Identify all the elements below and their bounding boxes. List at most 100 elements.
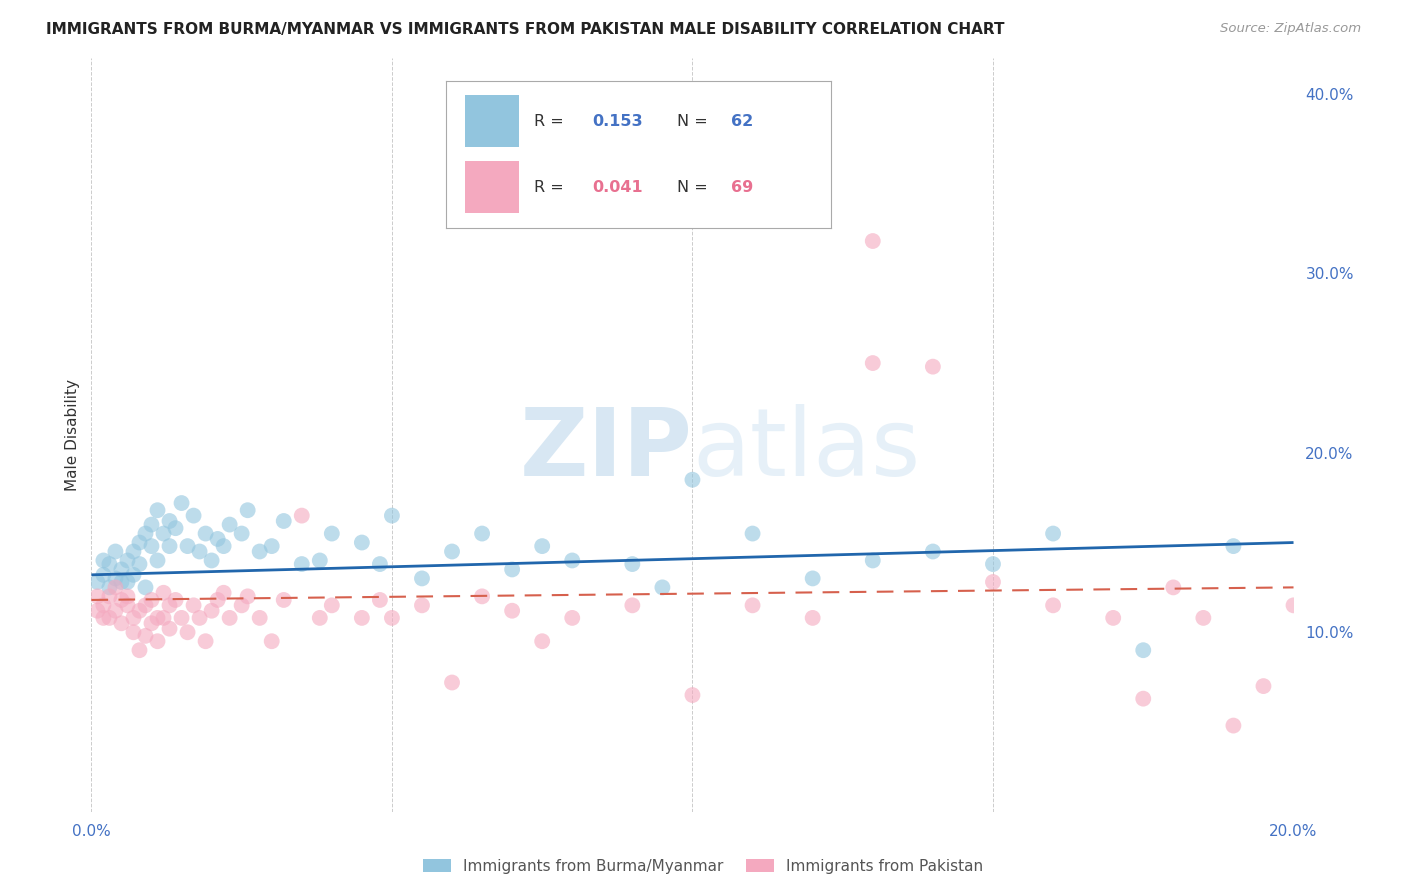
Point bbox=[86, 574, 108, 589]
Text: ZIP: ZIP bbox=[520, 404, 692, 496]
Point bbox=[207, 593, 229, 607]
Point bbox=[207, 532, 229, 546]
Point bbox=[93, 567, 115, 582]
Point bbox=[218, 611, 240, 625]
Point bbox=[981, 574, 1004, 589]
Point bbox=[381, 508, 404, 523]
Point bbox=[260, 634, 283, 648]
Point bbox=[681, 688, 703, 702]
Y-axis label: Male Disability: Male Disability bbox=[65, 379, 80, 491]
Text: atlas: atlas bbox=[692, 404, 921, 496]
Point bbox=[104, 604, 127, 618]
Point bbox=[110, 616, 132, 631]
Legend: Immigrants from Burma/Myanmar, Immigrants from Pakistan: Immigrants from Burma/Myanmar, Immigrant… bbox=[418, 853, 988, 880]
Point bbox=[411, 599, 433, 613]
Point bbox=[146, 634, 169, 648]
Point bbox=[146, 503, 169, 517]
Point bbox=[1042, 526, 1064, 541]
Point bbox=[128, 643, 150, 657]
Point bbox=[176, 625, 198, 640]
Point bbox=[440, 675, 463, 690]
Point bbox=[651, 581, 673, 595]
Point bbox=[862, 234, 884, 248]
Point bbox=[236, 503, 259, 517]
Point bbox=[188, 611, 211, 625]
Point bbox=[128, 557, 150, 571]
Point bbox=[236, 590, 259, 604]
Point bbox=[86, 590, 108, 604]
Point bbox=[134, 629, 156, 643]
Point bbox=[501, 604, 523, 618]
Point bbox=[98, 557, 121, 571]
Point bbox=[122, 544, 145, 558]
Point bbox=[291, 557, 314, 571]
Point bbox=[260, 539, 283, 553]
Point bbox=[141, 539, 163, 553]
Point bbox=[201, 604, 224, 618]
Point bbox=[561, 553, 583, 567]
Point bbox=[531, 634, 554, 648]
Point bbox=[117, 599, 139, 613]
Point bbox=[183, 599, 205, 613]
Point bbox=[1102, 611, 1125, 625]
Point bbox=[981, 557, 1004, 571]
Point bbox=[141, 593, 163, 607]
Point bbox=[273, 514, 295, 528]
Point bbox=[104, 571, 127, 585]
Point bbox=[134, 526, 156, 541]
Point bbox=[146, 611, 169, 625]
Point bbox=[134, 599, 156, 613]
Point bbox=[122, 625, 145, 640]
Point bbox=[122, 567, 145, 582]
Point bbox=[128, 604, 150, 618]
Point bbox=[350, 535, 373, 549]
Point bbox=[621, 557, 644, 571]
Point bbox=[1222, 539, 1244, 553]
Point bbox=[801, 571, 824, 585]
Point bbox=[117, 574, 139, 589]
Point bbox=[110, 562, 132, 576]
Point bbox=[231, 526, 253, 541]
Text: IMMIGRANTS FROM BURMA/MYANMAR VS IMMIGRANTS FROM PAKISTAN MALE DISABILITY CORREL: IMMIGRANTS FROM BURMA/MYANMAR VS IMMIGRA… bbox=[46, 22, 1005, 37]
Point bbox=[152, 586, 174, 600]
Point bbox=[1282, 599, 1305, 613]
Point bbox=[86, 604, 108, 618]
Point bbox=[117, 590, 139, 604]
Point bbox=[681, 473, 703, 487]
Point bbox=[188, 544, 211, 558]
Point bbox=[170, 496, 193, 510]
Point bbox=[152, 611, 174, 625]
Point bbox=[146, 553, 169, 567]
Point bbox=[93, 553, 115, 567]
Point bbox=[152, 526, 174, 541]
Point bbox=[368, 557, 391, 571]
Point bbox=[165, 593, 187, 607]
Point bbox=[922, 359, 945, 374]
Point bbox=[621, 599, 644, 613]
Point bbox=[531, 539, 554, 553]
Point bbox=[471, 590, 494, 604]
Point bbox=[159, 539, 181, 553]
Point bbox=[471, 526, 494, 541]
Point bbox=[291, 508, 314, 523]
Point bbox=[741, 599, 763, 613]
Point bbox=[741, 526, 763, 541]
Point bbox=[128, 535, 150, 549]
Point bbox=[104, 544, 127, 558]
Point bbox=[134, 581, 156, 595]
Point bbox=[561, 611, 583, 625]
Point bbox=[117, 553, 139, 567]
Point bbox=[350, 611, 373, 625]
Point bbox=[249, 611, 271, 625]
Text: Source: ZipAtlas.com: Source: ZipAtlas.com bbox=[1220, 22, 1361, 36]
Point bbox=[801, 611, 824, 625]
Point bbox=[862, 553, 884, 567]
Point bbox=[159, 599, 181, 613]
Point bbox=[141, 616, 163, 631]
Point bbox=[110, 574, 132, 589]
Point bbox=[321, 526, 343, 541]
Point bbox=[141, 517, 163, 532]
Point bbox=[98, 590, 121, 604]
Point bbox=[122, 611, 145, 625]
Point bbox=[104, 581, 127, 595]
